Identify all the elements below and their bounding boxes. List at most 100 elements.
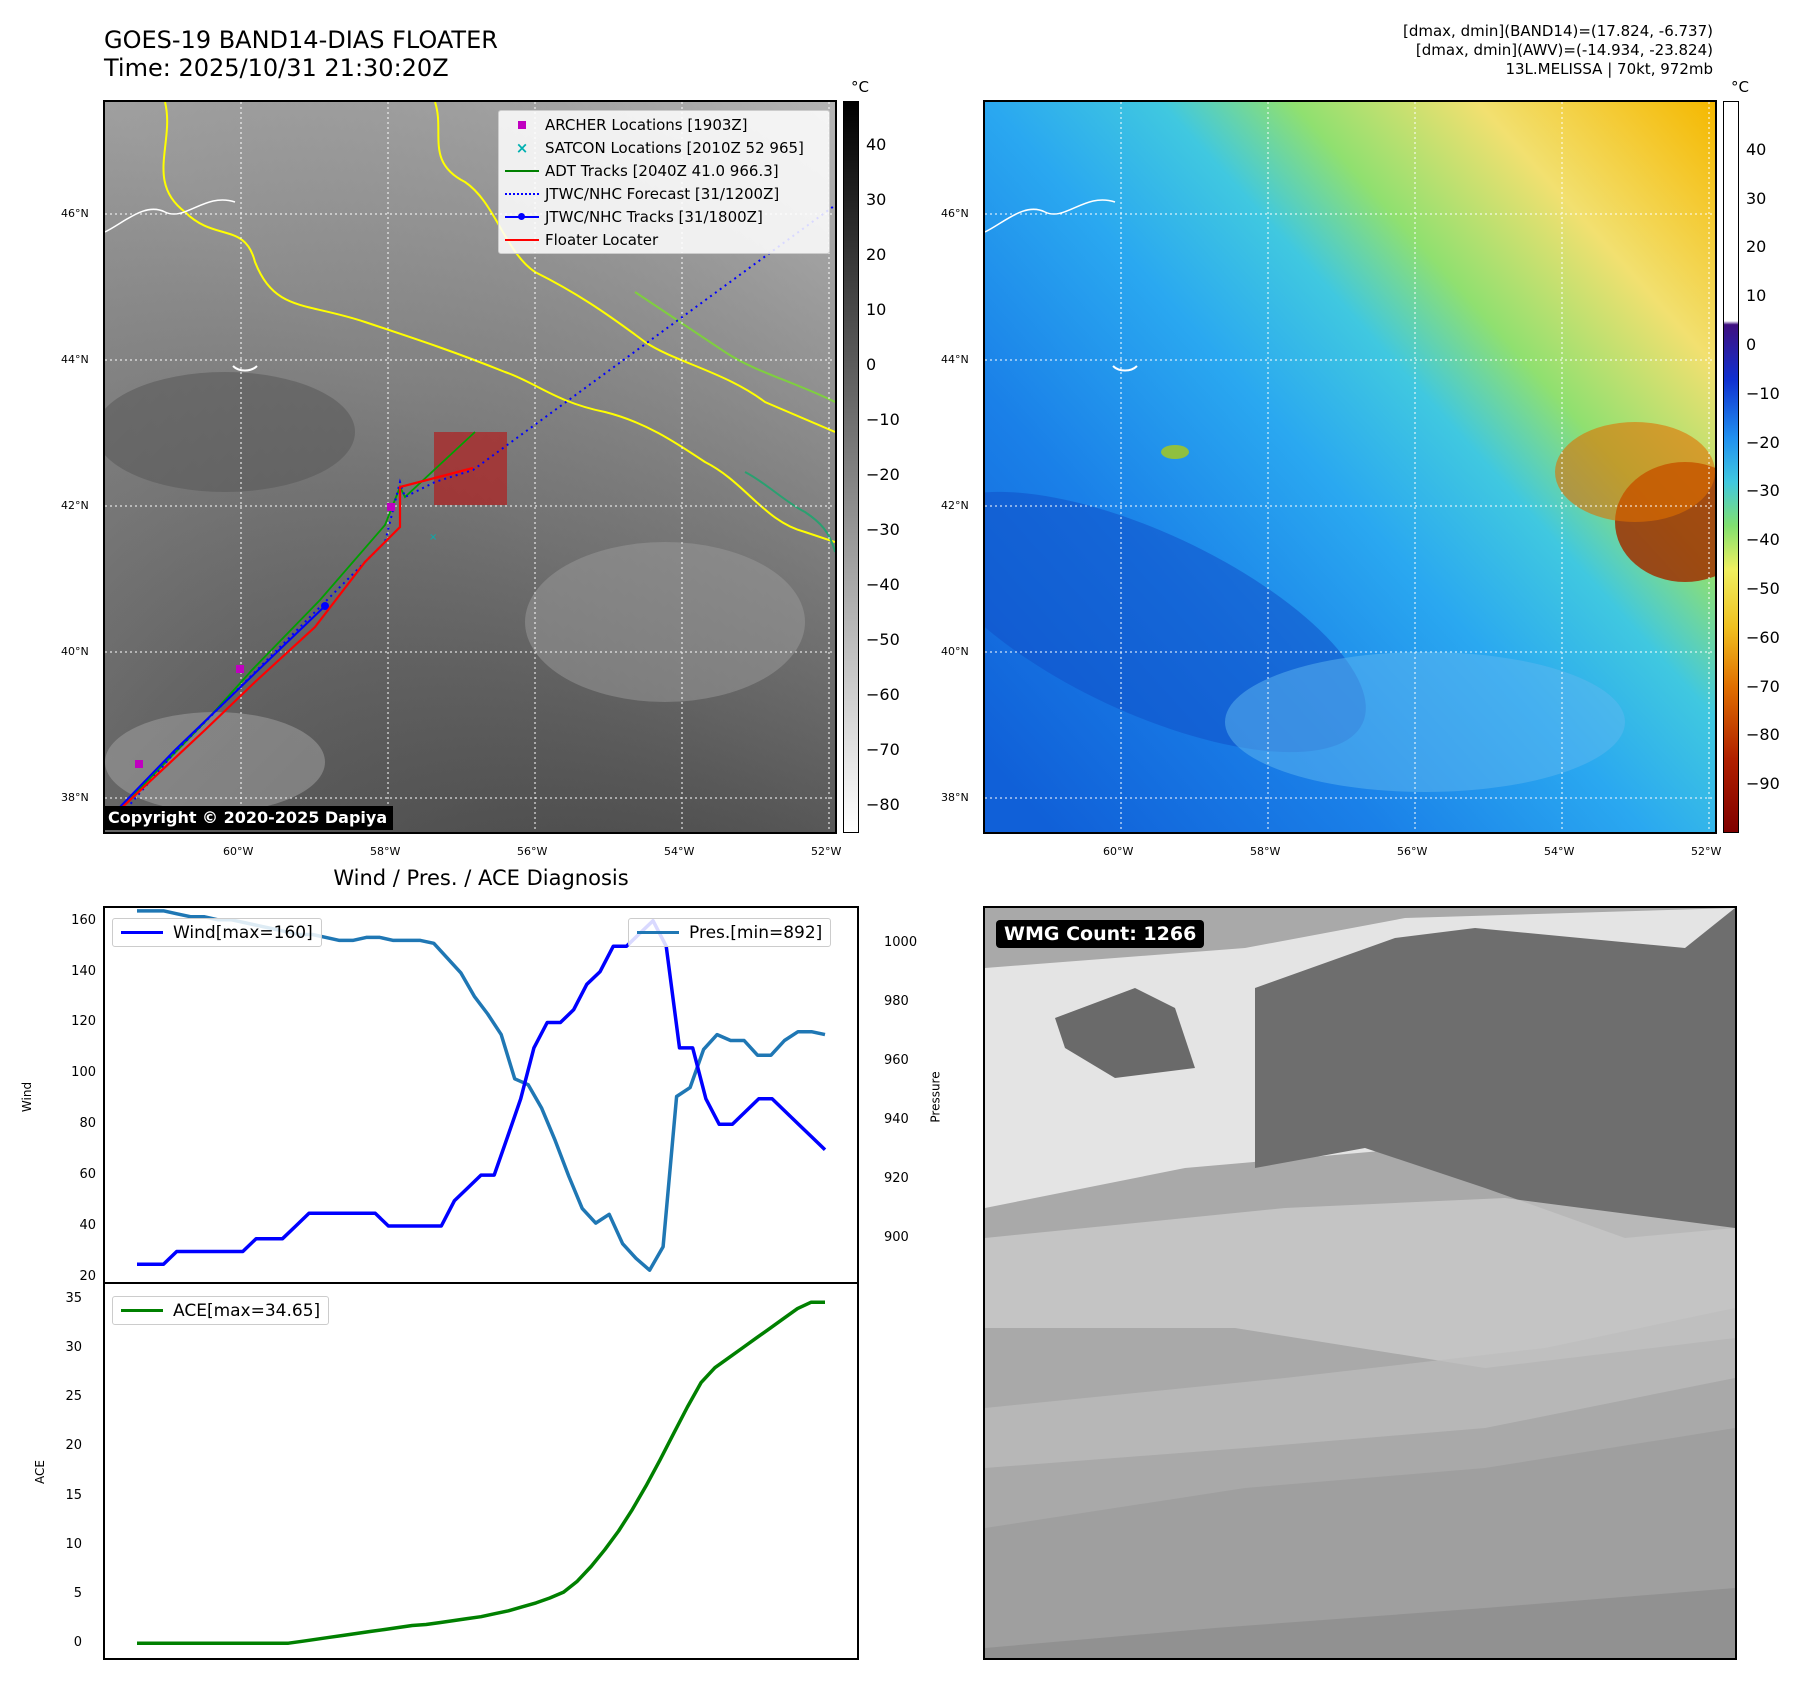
ace-tick-label: 25 (65, 1389, 82, 1405)
stats-band14: [dmax, dmin](BAND14)=(17.824, -6.737) (1402, 22, 1713, 40)
ir-colorbar-tick: −50 (866, 630, 900, 650)
lat-tick-label: 46°N (61, 207, 89, 220)
map-legend: ARCHER Locations [1903Z] × SATCON Locati… (498, 110, 830, 254)
contour-teal (744, 471, 835, 553)
bottom-band (985, 1588, 1735, 1658)
pressure-tick-label: 900 (884, 1229, 909, 1245)
cloud-streaks (105, 712, 325, 812)
lat-tick-label: 38°N (61, 791, 89, 804)
lon-tick-label: 54°W (664, 845, 695, 858)
pressure-tick-label: 980 (884, 994, 909, 1010)
wind-tick-label: 40 (79, 1218, 96, 1234)
awv-colorbar-tick: −20 (1746, 432, 1780, 452)
ace-chart (137, 1300, 825, 1645)
lower-band (985, 1428, 1735, 1658)
lat-tick-label: 44°N (61, 353, 89, 366)
line-icon (499, 238, 545, 241)
awv-colorbar-tick: −90 (1746, 774, 1780, 794)
land-outline (105, 199, 236, 233)
lon-tick-label: 58°W (1250, 845, 1281, 858)
lon-tick-label: 52°W (1691, 845, 1722, 858)
wind-series-line (137, 918, 827, 1266)
pressure-tick-label: 1000 (884, 935, 918, 951)
lon-tick-label: 56°W (517, 845, 548, 858)
wind-legend-label: Wind[max=160] (173, 922, 313, 943)
pressure-tick-label: 940 (884, 1112, 909, 1128)
legend-label: SATCON Locations [2010Z 52 965] (545, 138, 804, 157)
floater-locater-track (114, 466, 474, 815)
lon-tick-label: 58°W (370, 845, 401, 858)
wind-tick-label: 100 (71, 1065, 96, 1081)
lon-tick-label: 52°W (811, 845, 842, 858)
ace-legend-label: ACE[max=34.65] (173, 1300, 321, 1321)
awv-colorbar-tick: −80 (1746, 725, 1780, 745)
nhc-track (119, 605, 326, 808)
title-line-1: GOES-19 BAND14-DIAS FLOATER (104, 26, 498, 54)
moist-band (1225, 652, 1625, 792)
legend-label: ADT Tracks [2040Z 41.0 966.3] (545, 161, 779, 180)
dotted-line-icon (499, 192, 545, 195)
mid-band (985, 1198, 1735, 1368)
figure-title: GOES-19 BAND14-DIAS FLOATER Time: 2025/1… (104, 26, 498, 82)
awv-colorbar-tick: −30 (1746, 481, 1780, 501)
ace-tick-label: 10 (65, 1536, 82, 1552)
ir-colorbar-tick: −30 (866, 520, 900, 540)
ace-tick-label: 35 (65, 1290, 82, 1306)
ace-tick-label: 15 (65, 1487, 82, 1503)
lat-tick-label: 38°N (941, 791, 969, 804)
pressure-legend-row: Pres.[min=892] (637, 921, 822, 944)
diagnosis-title: Wind / Pres. / ACE Diagnosis (333, 866, 629, 890)
line-icon (499, 169, 545, 172)
legend-label: ARCHER Locations [1903Z] (545, 115, 748, 134)
ir-colorbar-tick: 40 (866, 135, 887, 155)
pressure-tick-label: 920 (884, 1170, 909, 1186)
ir-colorbar-tick: 20 (866, 245, 887, 265)
lat-tick-label: 46°N (941, 207, 969, 220)
pressure-tick-label: 960 (884, 1053, 909, 1069)
contour-green (634, 291, 835, 403)
lon-tick-label: 60°W (1103, 845, 1134, 858)
ace-tick-label: 0 (73, 1635, 82, 1651)
coastline-contour (162, 102, 835, 543)
ir-map-panel: × (103, 100, 837, 834)
moist-blob (1161, 445, 1189, 459)
awv-colorbar (1723, 101, 1739, 833)
awv-colorbar-tick: 10 (1746, 286, 1767, 306)
ir-colorbar-tick: −40 (866, 575, 900, 595)
line-icon (637, 931, 679, 934)
square-marker-icon (499, 120, 545, 129)
ace-tick-label: 20 (65, 1438, 82, 1454)
legend-item-nhc-forecast: JTWC/NHC Forecast [31/1200Z] (499, 182, 829, 205)
lat-tick-label: 42°N (61, 499, 89, 512)
archer-point (387, 503, 395, 511)
wind-axis-label: Wind (20, 1081, 35, 1113)
lat-tick-label: 44°N (941, 353, 969, 366)
wind-tick-label: 120 (71, 1014, 96, 1030)
pressure-series-line (137, 909, 826, 1272)
wind-tick-label: 160 (71, 912, 96, 928)
lon-tick-label: 60°W (223, 845, 254, 858)
dark-region (1255, 908, 1735, 1238)
island-outline (232, 365, 258, 372)
stats-awv: [dmax, dmin](AWV)=(-14.934, -23.824) (1415, 41, 1713, 59)
line-dot-icon (499, 212, 545, 220)
wind-legend-row: Wind[max=160] (121, 921, 313, 944)
awv-colorbar-tick: −10 (1746, 383, 1780, 403)
ir-colorbar-tick: −80 (866, 795, 900, 815)
wind-legend: Wind[max=160] (112, 918, 322, 947)
ace-legend-row: ACE[max=34.65] (121, 1299, 320, 1322)
dry-slot (105, 372, 355, 492)
title-line-2: Time: 2025/10/31 21:30:20Z (104, 54, 449, 82)
copyright-label: Copyright © 2020-2025 Dapiya (103, 806, 394, 830)
satcon-point: × (429, 532, 437, 543)
awv-colorbar-tick: 30 (1746, 188, 1767, 208)
wind-tick-label: 80 (79, 1116, 96, 1132)
stats-storm: 13L.MELISSA | 70kt, 972mb (1505, 60, 1713, 78)
lat-tick-label: 40°N (61, 645, 89, 658)
pressure-legend-label: Pres.[min=892] (689, 922, 823, 943)
pressure-axis-label: Pressure (928, 1071, 943, 1123)
awv-colorbar-tick: −70 (1746, 676, 1780, 696)
archer-point (236, 665, 244, 673)
legend-item-archer: ARCHER Locations [1903Z] (499, 113, 829, 136)
awv-colorbar-tick: 40 (1746, 139, 1767, 159)
